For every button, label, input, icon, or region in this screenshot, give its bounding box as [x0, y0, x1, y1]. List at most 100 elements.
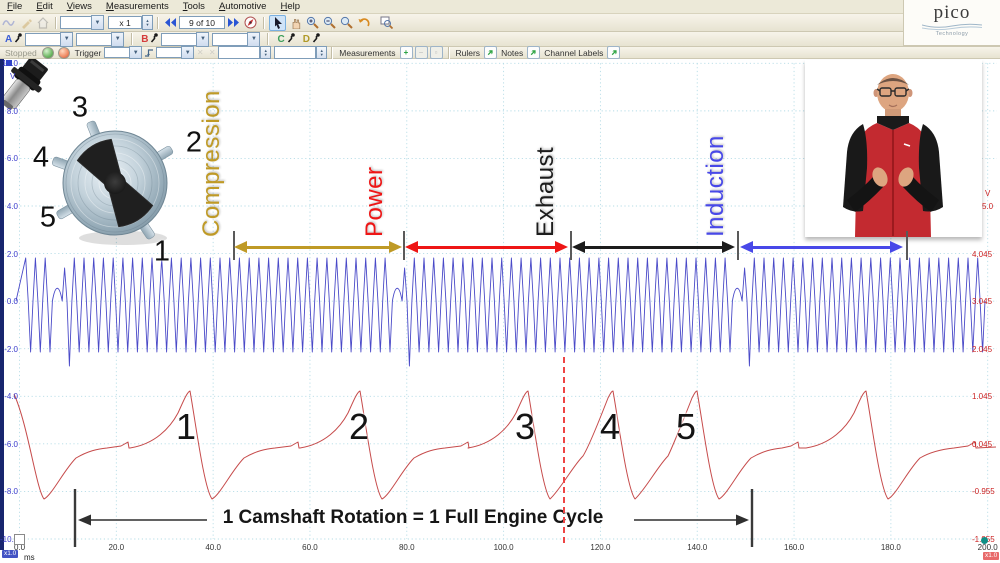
trigger-source-dropdown[interactable]: ▼	[156, 46, 195, 59]
channel-c-label[interactable]: C	[277, 33, 285, 45]
menu-item-measurements[interactable]: Measurements	[105, 1, 169, 12]
buffer-select-dropdown[interactable]: ▼	[60, 15, 104, 30]
cam-lobe-number: 1	[175, 406, 197, 447]
menu-item-views[interactable]: Views	[66, 1, 92, 12]
channel-b-dropdown-1[interactable]: ▼	[161, 31, 210, 47]
chevron-down-icon: ▼	[91, 15, 104, 30]
axis-drag-handle[interactable]	[14, 534, 25, 545]
right-axis-tick: 1.045	[972, 392, 993, 402]
cam-lobe-number: 4	[599, 406, 621, 447]
pico-logo-subtext: Technology	[935, 31, 969, 37]
x-axis-tick: 100.0	[493, 543, 514, 552]
buffer-index-box[interactable]: 9 of 10	[179, 16, 225, 29]
cam-lobe-number: 3	[514, 406, 536, 447]
x-axis-tick: 140.0	[687, 543, 708, 552]
left-axis-tick: -8.0	[4, 487, 18, 497]
left-axis-tick: 4.0	[6, 202, 18, 211]
left-axis-tick: 10.0	[2, 59, 18, 69]
x-axis-unit: ms	[24, 553, 35, 562]
zoom-factor-field[interactable]: x 1	[108, 16, 142, 29]
trigger-marker2-icon[interactable]: ✕	[208, 48, 216, 57]
home-icon[interactable]	[35, 16, 50, 30]
wheel-pin-number: 2	[185, 126, 203, 159]
next-buffer-icon[interactable]	[226, 16, 241, 30]
trigger-threshold-spinner[interactable]: ▲ ▼	[260, 46, 272, 59]
chevron-down-icon: ▼	[129, 46, 143, 59]
toolbar-main: ▼ x 1 ▲ ▼ 9 of 10	[0, 14, 1000, 32]
left-axis-tick: 8.0	[6, 106, 18, 116]
probe-icon	[12, 30, 25, 48]
stroke-label-power: Power	[361, 166, 388, 237]
right-axis-tick: 2.045	[972, 344, 993, 354]
probe-icon	[310, 30, 323, 48]
pretrigger-spinner[interactable]: ▲ ▼	[316, 46, 328, 59]
stroke-boundary-tick	[403, 231, 405, 260]
zoom-out-tool[interactable]	[322, 16, 337, 30]
channel-a-dropdown-2[interactable]: ▼	[76, 31, 125, 47]
stroke-arrow-compression	[234, 241, 402, 253]
measurements-label: Measurements	[339, 47, 396, 58]
prev-buffer-icon[interactable]	[163, 16, 178, 30]
edit-measurement-button[interactable]: −	[414, 46, 428, 59]
x-axis-tick: 120.0	[590, 543, 611, 552]
toolbar-channels: A ▼ ▼ B ▼ ▼ C D	[0, 30, 1000, 48]
pan-hand-tool[interactable]	[288, 16, 303, 30]
cam-trigger-wheel-image	[38, 106, 193, 266]
notes-button[interactable]: ➔	[527, 46, 541, 59]
trigger-mode-dropdown[interactable]: ▼	[104, 46, 143, 59]
channel-b-dropdown-2[interactable]: ▼	[212, 31, 261, 47]
left-axis-tick: -2.0	[4, 344, 18, 354]
right-axis-unit: V	[985, 189, 991, 198]
right-axis-tick: 0.045	[972, 439, 993, 449]
x-axis-tick: 0.0	[13, 543, 26, 552]
add-measurement-button[interactable]: +	[399, 46, 413, 59]
zoom-in-tool[interactable]	[305, 16, 320, 30]
trigger-threshold-field[interactable]	[218, 46, 261, 59]
pointer-tool[interactable]	[269, 14, 286, 31]
pretrigger-field[interactable]	[274, 46, 317, 59]
menu-item-automotive[interactable]: Automotive	[218, 1, 267, 12]
menu-item-help[interactable]: Help	[280, 1, 301, 12]
rulers-button[interactable]: ➔	[484, 46, 498, 59]
edit-pencil-icon[interactable]	[18, 16, 33, 30]
menu-item-tools[interactable]: Tools	[182, 1, 205, 12]
stop-capture-button[interactable]	[57, 46, 70, 59]
channel-a-label[interactable]: A	[5, 33, 13, 45]
channel-a-dropdown-1[interactable]: ▼	[25, 31, 74, 47]
rulers-label: Rulers	[455, 47, 481, 58]
channel-labels-label: Channel Labels	[544, 47, 604, 58]
x-scale-badge-left[interactable]: x1.0	[2, 550, 19, 558]
channel-labels-button[interactable]: ➔	[607, 46, 621, 59]
wheel-pin-number: 4	[32, 141, 50, 174]
stroke-label-compression: Compression	[198, 90, 225, 237]
trigger-edge-icon[interactable]	[143, 46, 155, 60]
left-axis-unit: V	[10, 72, 16, 81]
phase-ruler-line[interactable]	[563, 357, 565, 543]
cam-lobe-number: 2	[348, 406, 370, 447]
zoom-overview-tool[interactable]	[379, 16, 394, 30]
x-scale-badge-right[interactable]: x1.0	[983, 552, 1000, 560]
menu-bar: File Edit Views Measurements Tools Automotive…	[0, 0, 1000, 14]
waveform-icon[interactable]	[1, 16, 16, 30]
wheel-pin-number: 3	[71, 91, 89, 124]
menu-item-file[interactable]: File	[7, 1, 23, 12]
channel-d-label[interactable]: D	[302, 33, 310, 45]
zoom-factor-spinner[interactable]: ▲ ▼	[142, 15, 153, 30]
menu-item-edit[interactable]: Edit	[36, 1, 53, 12]
x-axis-tick: 40.0	[205, 543, 221, 552]
marquee-zoom-tool[interactable]	[339, 16, 354, 30]
stroke-boundary-tick	[906, 231, 908, 260]
channel-b-label[interactable]: B	[141, 33, 149, 45]
delete-measurement-button[interactable]: ▫	[429, 46, 443, 59]
left-axis-tick: -10.0	[0, 535, 19, 544]
right-axis-tick: 3.045	[972, 297, 993, 307]
trigger-label: Trigger	[74, 47, 102, 58]
cam-lobe-number: 5	[675, 406, 697, 447]
timebase-dial-icon[interactable]	[243, 16, 258, 30]
start-capture-button[interactable]	[41, 46, 54, 59]
undo-zoom-icon[interactable]	[356, 16, 371, 30]
trigger-marker-icon[interactable]: ✕	[196, 48, 204, 57]
presenter-figure	[843, 74, 943, 237]
right-axis-tick: 4.045	[972, 249, 993, 259]
